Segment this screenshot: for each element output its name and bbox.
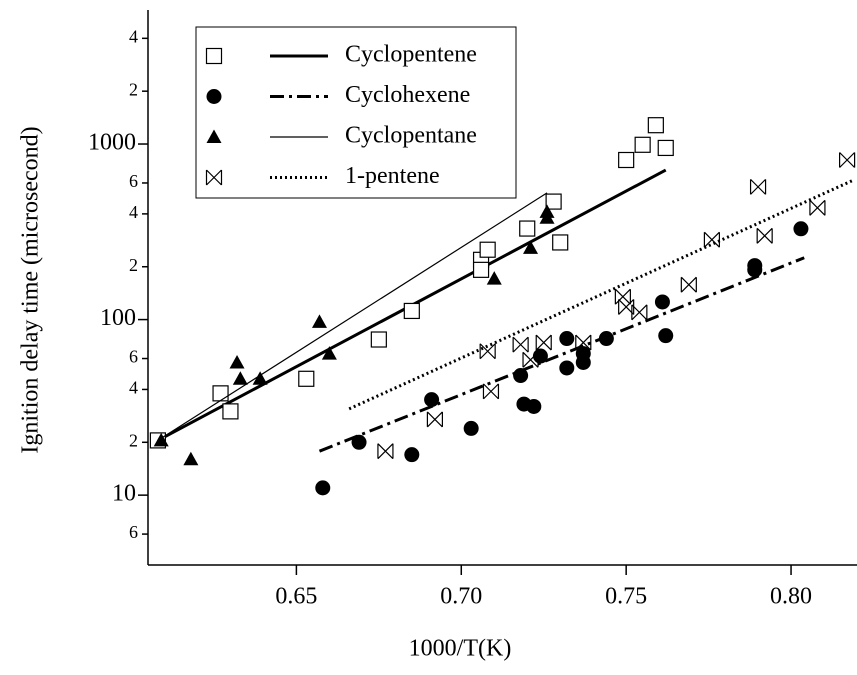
marker <box>793 221 809 237</box>
marker <box>839 152 856 168</box>
marker <box>404 447 420 463</box>
fit-line <box>318 256 805 453</box>
marker <box>424 392 440 408</box>
x-tick-label: 0.80 <box>770 584 812 610</box>
marker <box>512 336 529 353</box>
marker <box>183 451 199 466</box>
marker <box>370 331 387 348</box>
marker <box>222 403 239 420</box>
legend-label: Cyclopentene <box>345 42 477 68</box>
marker <box>321 346 337 360</box>
legend-label: Cyclopentane <box>345 123 477 149</box>
marker <box>657 139 674 157</box>
marker <box>647 117 664 134</box>
marker <box>532 348 548 364</box>
y-tick-label: 2 <box>129 79 138 99</box>
y-tick-label: 4 <box>129 26 138 46</box>
legend-box <box>195 26 517 199</box>
marker <box>658 328 674 344</box>
marker <box>539 204 555 218</box>
marker <box>232 371 248 385</box>
marker <box>463 420 479 436</box>
legend-label: Cyclohexene <box>345 82 470 108</box>
marker <box>486 271 502 285</box>
marker <box>749 178 767 195</box>
legend-label: 1-pentene <box>345 163 440 189</box>
marker <box>311 314 327 328</box>
y-tick-label: 6 <box>129 522 138 542</box>
y-tick-label: 2 <box>129 430 138 450</box>
marker <box>654 294 670 310</box>
marker <box>575 354 591 370</box>
marker <box>631 304 648 321</box>
marker <box>618 151 635 169</box>
marker <box>472 261 490 278</box>
marker <box>479 343 496 360</box>
marker <box>526 398 542 414</box>
marker <box>535 334 552 351</box>
y-tick-label: 6 <box>129 171 138 191</box>
marker <box>559 360 575 376</box>
marker <box>212 385 229 402</box>
y-tick-label: 10 <box>112 481 136 507</box>
y-tick-label: 6 <box>129 347 138 367</box>
marker <box>559 331 575 347</box>
y-tick-label: 100 <box>100 305 136 331</box>
marker <box>426 411 443 428</box>
legend-marker <box>206 129 222 143</box>
y-tick-label: 4 <box>129 202 138 222</box>
y-tick-label: 4 <box>129 378 138 398</box>
marker <box>756 227 773 244</box>
marker <box>747 262 763 278</box>
marker <box>153 432 169 447</box>
legend-marker <box>205 169 223 186</box>
marker <box>703 231 721 248</box>
marker <box>519 220 536 237</box>
marker <box>552 234 569 251</box>
marker <box>680 276 697 293</box>
legend-marker <box>205 47 223 65</box>
marker <box>315 480 331 496</box>
marker <box>523 240 539 254</box>
marker <box>522 351 539 368</box>
marker <box>545 193 562 210</box>
marker <box>809 199 826 216</box>
marker <box>351 434 367 450</box>
marker <box>614 288 631 305</box>
marker <box>618 299 635 315</box>
marker <box>575 334 592 351</box>
marker <box>252 371 268 385</box>
x-axis-label: 1000/T(K) <box>409 636 512 662</box>
fit-line <box>157 192 548 441</box>
marker <box>598 331 614 347</box>
y-axis-label: Ignition delay time (microsecond) <box>18 126 44 453</box>
y-tick-label: 1000 <box>88 130 136 156</box>
marker <box>377 443 394 460</box>
x-tick-label: 0.75 <box>605 584 647 610</box>
marker <box>229 354 245 369</box>
marker <box>298 370 315 387</box>
marker <box>482 383 500 400</box>
x-tick-label: 0.70 <box>440 584 482 610</box>
legend-marker <box>206 89 222 104</box>
x-tick-label: 0.65 <box>275 584 317 610</box>
marker <box>403 302 420 320</box>
fit-line <box>348 178 855 411</box>
marker <box>634 136 651 153</box>
y-tick-label: 2 <box>129 255 138 275</box>
marker <box>513 368 529 384</box>
marker <box>479 241 496 258</box>
